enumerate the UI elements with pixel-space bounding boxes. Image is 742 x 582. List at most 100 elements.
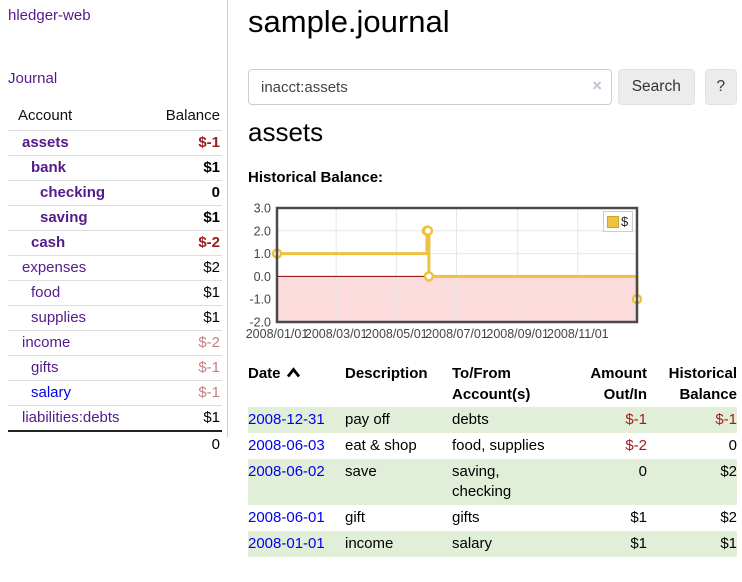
help-button[interactable]: ? — [704, 69, 737, 105]
account-row: food $1 — [8, 280, 222, 306]
register-description: eat & shop — [345, 437, 417, 454]
account-balance: $2 — [203, 259, 220, 276]
account-balance: $1 — [203, 409, 220, 426]
svg-text:0.0: 0.0 — [254, 270, 271, 284]
register-date-link[interactable]: 2008-06-02 — [248, 463, 325, 480]
register-accounts: food, supplies — [452, 437, 545, 454]
register-amount: $1 — [630, 509, 647, 526]
account-link-cash[interactable]: cash — [31, 234, 66, 251]
account-row: income $-2 — [8, 330, 222, 356]
register-description: save — [345, 463, 377, 480]
register-amount: $-1 — [625, 411, 647, 428]
account-balance: $-2 — [198, 334, 220, 351]
svg-text:2008/07/01: 2008/07/01 — [425, 327, 488, 341]
account-link-food[interactable]: food — [31, 284, 61, 301]
register-accounts: saving, checking — [452, 463, 512, 500]
date-column-header[interactable]: Date — [248, 361, 345, 407]
account-balance: $-1 — [198, 359, 220, 376]
chart-plot-area: 3.0 2.0 1.0 0.0 -1.0 -2.02008/01/012008/03/01… — [246, 202, 643, 341]
register-accounts: salary — [452, 535, 493, 552]
svg-text:2008/01/01: 2008/01/01 — [246, 327, 309, 341]
search-bar: × Search ? — [248, 69, 737, 105]
register-description: income — [345, 535, 394, 552]
account-heading: assets — [248, 117, 324, 147]
account-link-checking[interactable]: checking — [40, 184, 106, 201]
accounts-total-balance: 0 — [211, 436, 220, 453]
register-balance: $-1 — [715, 411, 737, 428]
clear-search-icon[interactable]: × — [592, 76, 602, 95]
register-description: pay off — [345, 411, 390, 428]
account-column-header: Account — [18, 107, 73, 124]
register-amount: $-2 — [625, 437, 647, 454]
register-date-link[interactable]: 2008-12-31 — [248, 411, 325, 428]
account-balance: $1 — [203, 209, 220, 226]
accounts-column-header: To/From Account(s) — [452, 365, 531, 403]
account-link-salary[interactable]: salary — [31, 384, 72, 401]
register-table: Date Description To/From Account(s) Amou… — [248, 361, 737, 557]
register-date-link[interactable]: 2008-06-01 — [248, 509, 325, 526]
account-link-income[interactable]: income — [22, 334, 71, 351]
account-balance: $-1 — [198, 384, 220, 401]
register-row: 2008-06-03 eat & shop food, supplies $-2… — [248, 433, 737, 459]
register-balance: 0 — [728, 437, 737, 454]
svg-text:2008/11/01: 2008/11/01 — [547, 327, 609, 341]
account-link-gifts[interactable]: gifts — [31, 359, 59, 376]
account-balance-table: Account Balance assets $-1 bank $1 check… — [8, 103, 222, 458]
register-balance: $2 — [720, 509, 737, 526]
chart-title: Historical Balance: — [248, 169, 384, 186]
register-accounts: gifts — [452, 509, 480, 526]
page-title: sample.journal — [248, 4, 450, 39]
sidebar: hledger-web Journal Account Balance asse… — [0, 0, 228, 453]
account-row: bank $1 — [8, 155, 222, 181]
account-balance: $1 — [203, 309, 220, 326]
svg-text:1.0: 1.0 — [254, 247, 271, 261]
account-row: salary $-1 — [8, 380, 222, 406]
register-amount: 0 — [638, 463, 647, 480]
search-button[interactable]: Search — [618, 69, 695, 105]
chart-legend: $ — [603, 211, 634, 232]
account-row: saving $1 — [8, 205, 222, 231]
register-balance: $1 — [720, 535, 737, 552]
legend-label: $ — [621, 214, 629, 229]
register-accounts: debts — [452, 411, 489, 428]
account-row: assets $-1 — [8, 130, 222, 156]
account-balance: $1 — [203, 159, 220, 176]
svg-text:2.0: 2.0 — [254, 224, 271, 238]
account-link-supplies[interactable]: supplies — [31, 309, 87, 326]
historical-balance-chart: 3.0 2.0 1.0 0.0 -1.0 -2.0 2008/01/01 2008/03/01… — [245, 202, 647, 346]
sort-ascending-icon — [286, 367, 300, 378]
description-column-header: Description — [345, 365, 428, 382]
account-balance: $1 — [203, 284, 220, 301]
account-row: liabilities:debts $1 — [8, 405, 222, 432]
register-row: 2008-01-01 income salary $1 $1 — [248, 531, 737, 557]
balance-column-header: Balance — [165, 107, 220, 124]
sidebar-item-journal[interactable]: Journal — [8, 70, 58, 87]
svg-text:2008/03/01: 2008/03/01 — [305, 327, 368, 341]
register-date-link[interactable]: 2008-01-01 — [248, 535, 325, 552]
account-table-header-row: Account Balance — [8, 103, 222, 131]
account-link-bank[interactable]: bank — [31, 159, 67, 176]
svg-text:3.0: 3.0 — [254, 202, 271, 216]
register-header-row: Date Description To/From Account(s) Amou… — [248, 361, 737, 407]
account-link-saving[interactable]: saving — [40, 209, 88, 226]
balance-column-header-register: Historical Balance — [668, 365, 737, 403]
register-description: gift — [345, 509, 366, 526]
register-row: 2008-06-02 save saving, checking 0 $2 — [248, 459, 737, 505]
svg-text:-1.0: -1.0 — [249, 293, 271, 307]
account-balance: $-2 — [198, 234, 220, 251]
account-balance: 0 — [211, 184, 220, 201]
account-row: gifts $-1 — [8, 355, 222, 381]
account-link-expenses[interactable]: expenses — [22, 259, 87, 276]
app-title-link[interactable]: hledger-web — [8, 7, 91, 24]
account-row: checking 0 — [8, 180, 222, 206]
search-input-wrap: × — [248, 69, 612, 105]
account-row: supplies $1 — [8, 305, 222, 331]
account-link-assets[interactable]: assets — [22, 134, 69, 151]
register-balance: $2 — [720, 463, 737, 480]
search-input[interactable] — [248, 69, 612, 105]
svg-text:2008/05/01: 2008/05/01 — [365, 327, 428, 341]
register-date-link[interactable]: 2008-06-03 — [248, 437, 325, 454]
account-row: expenses $2 — [8, 255, 222, 281]
account-link-liabilities-debts[interactable]: liabilities:debts — [22, 409, 120, 426]
